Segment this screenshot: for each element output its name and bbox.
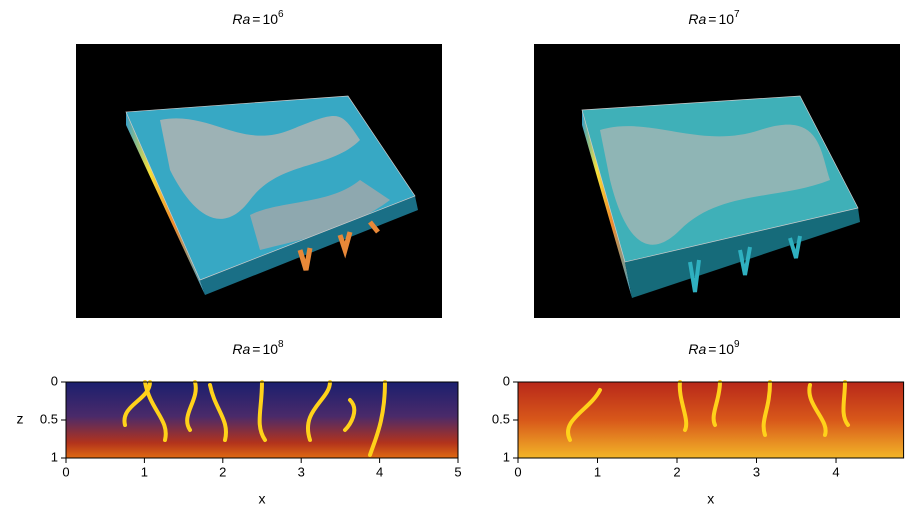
title-relation: =: [252, 11, 260, 27]
x-tick-label: 4: [376, 464, 383, 479]
figure: Ra=106Ra=107Ra=10801234500.51xzRa=109012…: [0, 0, 906, 510]
x-axis-label: x: [259, 491, 266, 507]
panel-title: Ra=109: [688, 339, 740, 357]
panel-title: Ra=107: [688, 9, 740, 27]
title-exponent: 6: [278, 9, 284, 20]
x-tick-label: 3: [298, 464, 305, 479]
title-exponent: 8: [278, 339, 284, 350]
x-tick-label: 1: [594, 464, 601, 479]
y-tick-label: 0: [503, 373, 510, 388]
title-base: 10: [262, 11, 278, 27]
title-base: 10: [718, 11, 734, 27]
title-variable: Ra: [688, 11, 706, 27]
heatmaps: [66, 382, 904, 458]
title-exponent: 7: [734, 9, 740, 20]
panel-title: Ra=108: [232, 339, 284, 357]
panel-title: Ra=106: [232, 9, 284, 27]
title-exponent: 9: [734, 339, 740, 350]
y-axis-label: z: [17, 411, 24, 427]
title-variable: Ra: [232, 341, 250, 357]
title-relation: =: [708, 341, 716, 357]
render-ra6: [76, 44, 442, 318]
title-base: 10: [262, 341, 278, 357]
y-tick-label: 0.5: [492, 411, 510, 426]
x-tick-label: 2: [219, 464, 226, 479]
x-tick-label: 3: [753, 464, 760, 479]
x-tick-label: 2: [673, 464, 680, 479]
x-tick-label: 4: [832, 464, 839, 479]
x-axis-label: x: [707, 491, 714, 507]
title-relation: =: [708, 11, 716, 27]
x-tick-label: 0: [62, 464, 69, 479]
title-base: 10: [718, 341, 734, 357]
y-tick-label: 0.5: [40, 411, 58, 426]
title-variable: Ra: [232, 11, 250, 27]
y-tick-label: 1: [503, 449, 510, 464]
y-tick-label: 1: [51, 449, 58, 464]
x-tick-label: 1: [141, 464, 148, 479]
title-relation: =: [252, 341, 260, 357]
render-ra7: [534, 44, 900, 318]
title-variable: Ra: [688, 341, 706, 357]
y-tick-label: 0: [51, 373, 58, 388]
x-tick-label: 0: [514, 464, 521, 479]
x-tick-label: 5: [454, 464, 461, 479]
